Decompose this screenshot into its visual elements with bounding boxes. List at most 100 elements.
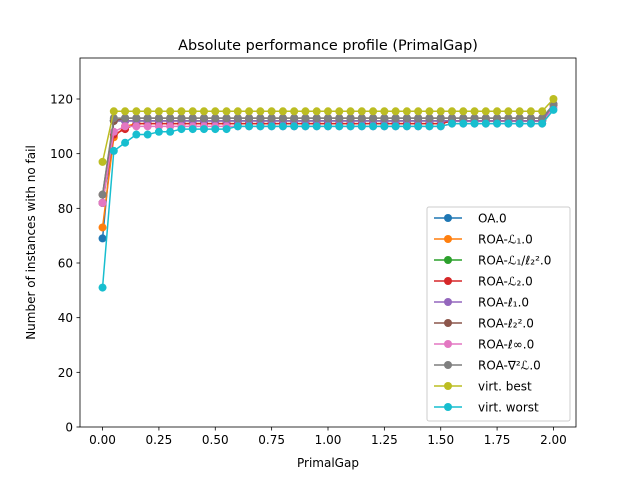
y-axis-label: Number of instances with no fail <box>24 145 38 340</box>
legend-item: ROA-ℒ₁.0 <box>434 233 533 247</box>
data-point <box>166 107 175 116</box>
data-point <box>425 114 434 123</box>
legend-marker <box>444 361 452 369</box>
data-point <box>459 107 468 116</box>
data-point <box>245 107 254 116</box>
data-point <box>391 122 400 131</box>
data-point <box>369 122 378 131</box>
data-point <box>549 105 558 114</box>
data-point <box>493 107 502 116</box>
legend-item: ROA-ℒ₂.0 <box>434 275 533 289</box>
data-point <box>425 122 434 131</box>
data-point <box>109 146 118 155</box>
data-point <box>481 119 490 128</box>
x-axis: 0.00 0.25 0.50 0.75 1.00 1.25 1.50 1.75 2.00 <box>89 427 567 447</box>
data-point <box>380 122 389 131</box>
data-point <box>98 190 107 199</box>
legend-label: virt. worst <box>478 401 539 415</box>
data-point <box>290 122 299 131</box>
data-point <box>121 122 130 131</box>
series-7 <box>98 100 558 199</box>
data-point <box>245 122 254 131</box>
x-tick-label: 1.25 <box>371 433 398 447</box>
series-8 <box>98 95 558 166</box>
data-point <box>222 125 231 134</box>
data-point <box>369 114 378 123</box>
data-point <box>481 114 490 123</box>
data-point <box>448 114 456 123</box>
data-point <box>154 127 163 136</box>
data-point <box>481 107 490 116</box>
data-point <box>132 114 141 123</box>
data-point <box>290 114 299 123</box>
data-point <box>177 125 186 134</box>
legend-label: ROA-ℓ₁.0 <box>478 296 529 310</box>
data-point <box>414 122 423 131</box>
data-point <box>132 122 141 131</box>
data-point <box>211 114 220 123</box>
data-point <box>200 107 208 116</box>
data-point <box>335 122 344 131</box>
legend-marker <box>444 382 452 390</box>
data-point <box>324 122 332 131</box>
data-point <box>245 114 254 123</box>
legend-item: virt. worst <box>434 401 539 415</box>
legend-marker <box>444 340 452 348</box>
data-point <box>470 107 479 116</box>
data-point <box>301 122 310 131</box>
data-point <box>312 122 321 131</box>
data-point <box>436 122 445 131</box>
data-point <box>324 114 332 123</box>
data-point <box>98 198 107 207</box>
data-point <box>154 122 163 131</box>
data-point <box>504 107 513 116</box>
data-point <box>391 114 400 123</box>
y-tick-label: 80 <box>58 202 73 216</box>
data-point <box>166 122 175 131</box>
data-point <box>211 107 220 116</box>
x-axis-label: PrimalGap <box>297 456 359 470</box>
data-point <box>290 107 299 116</box>
data-point <box>312 107 321 116</box>
data-point <box>526 119 535 128</box>
data-point <box>346 107 355 116</box>
data-point <box>166 114 175 123</box>
data-point <box>188 114 197 123</box>
data-point <box>312 114 321 123</box>
data-point <box>470 119 479 128</box>
data-point <box>143 130 152 139</box>
legend-label: ROA-∇²ℒ.0 <box>478 359 541 373</box>
legend-marker <box>444 277 452 285</box>
data-point <box>515 119 524 128</box>
y-tick-label: 0 <box>65 421 73 435</box>
data-point <box>177 114 186 123</box>
series-layer <box>98 95 558 292</box>
data-point <box>278 107 287 116</box>
legend-label: ROA-ℒ₁.0 <box>478 233 533 247</box>
y-tick-label: 100 <box>50 147 73 161</box>
data-point <box>526 114 535 123</box>
data-point <box>256 122 265 131</box>
data-point <box>278 122 287 131</box>
data-point <box>154 114 163 123</box>
legend-marker <box>444 319 452 327</box>
data-point <box>222 107 231 116</box>
legend-label: ROA-ℒ₁/ℓ₂².0 <box>478 254 551 268</box>
data-point <box>98 234 107 243</box>
data-point <box>493 119 502 128</box>
data-point <box>132 107 141 116</box>
data-point <box>132 130 141 139</box>
data-point <box>256 114 265 123</box>
data-point <box>98 283 107 292</box>
data-point <box>448 119 456 128</box>
data-point <box>267 122 276 131</box>
data-point <box>402 122 411 131</box>
legend-marker <box>444 235 452 243</box>
x-tick-label: 0.25 <box>146 433 173 447</box>
data-point <box>504 114 513 123</box>
x-tick-label: 0.75 <box>258 433 285 447</box>
data-point <box>154 107 163 116</box>
data-point <box>357 107 366 116</box>
legend-item: ROA-ℓ₂².0 <box>434 317 534 331</box>
